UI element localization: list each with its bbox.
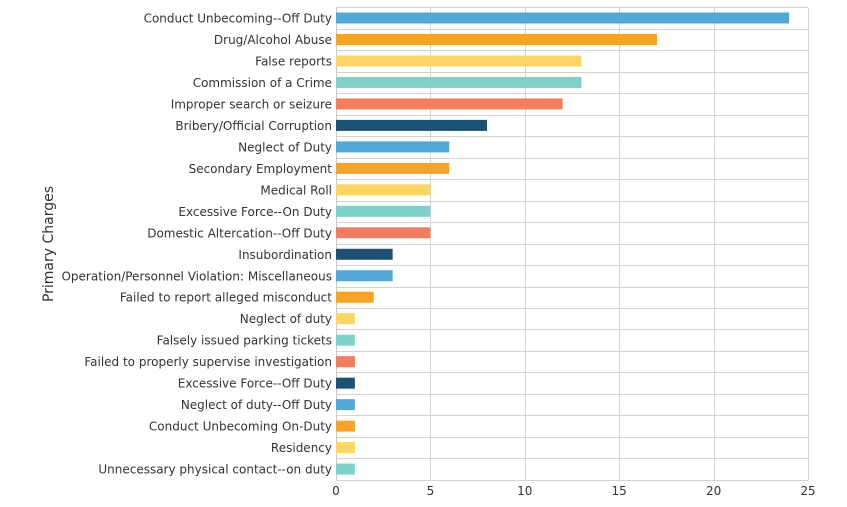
category-label: Excessive Force--On Duty — [178, 205, 332, 219]
category-label: Drug/Alcohol Abuse — [214, 33, 332, 47]
x-tick-label: 20 — [706, 484, 721, 498]
bar — [336, 377, 355, 389]
category-label: Neglect of duty--Off Duty — [181, 398, 332, 412]
bar — [336, 205, 431, 217]
grid — [336, 7, 809, 481]
category-label: Bribery/Official Corruption — [175, 119, 332, 133]
category-label: Excessive Force--Off Duty — [178, 377, 332, 391]
bar — [336, 420, 355, 432]
bar — [336, 291, 374, 303]
category-label: Conduct Unbecoming On-Duty — [149, 420, 332, 434]
bar — [336, 356, 355, 368]
bar — [336, 248, 393, 260]
category-label: Failed to properly supervise investigati… — [84, 355, 332, 369]
bar — [336, 334, 355, 346]
bar — [336, 162, 450, 174]
category-label: Falsely issued parking tickets — [157, 334, 332, 348]
category-label: Improper search or seizure — [171, 97, 332, 111]
bar — [336, 270, 393, 282]
category-label: Conduct Unbecoming--Off Duty — [144, 12, 332, 26]
bar — [336, 313, 355, 325]
bar — [336, 463, 355, 475]
bar — [336, 76, 582, 88]
x-tick-label: 0 — [332, 484, 340, 498]
category-label: Secondary Employment — [189, 162, 333, 176]
x-tick-labels: 0 5 10 15 20 25 — [332, 484, 815, 498]
category-label: Domestic Altercation--Off Duty — [147, 226, 332, 240]
category-label: Residency — [271, 441, 332, 455]
bar — [336, 55, 582, 67]
bar — [336, 33, 657, 45]
bar — [336, 12, 790, 24]
bar — [336, 227, 431, 239]
category-label: False reports — [255, 54, 332, 68]
x-tick-label: 5 — [427, 484, 435, 498]
bar — [336, 399, 355, 411]
category-label: Insubordination — [238, 248, 332, 262]
x-tick-label: 25 — [800, 484, 815, 498]
bars — [336, 12, 790, 475]
bar — [336, 119, 488, 131]
category-labels: Conduct Unbecoming--Off Duty Drug/Alcohol… — [61, 12, 332, 477]
x-tick-label: 15 — [612, 484, 627, 498]
category-label: Neglect of duty — [240, 312, 332, 326]
category-label: Neglect of Duty — [238, 140, 332, 154]
category-label: Medical Roll — [260, 183, 332, 197]
x-tick-label: 10 — [517, 484, 532, 498]
y-axis-title: Primary Charges — [41, 186, 57, 302]
category-label: Failed to report alleged misconduct — [120, 291, 332, 305]
bar — [336, 442, 355, 454]
bar — [336, 141, 450, 153]
bar — [336, 184, 431, 196]
bar — [336, 98, 563, 110]
category-label: Operation/Personnel Violation: Miscellan… — [61, 269, 332, 283]
category-label: Unnecessary physical contact--on duty — [98, 463, 332, 477]
category-label: Commission of a Crime — [193, 76, 332, 90]
